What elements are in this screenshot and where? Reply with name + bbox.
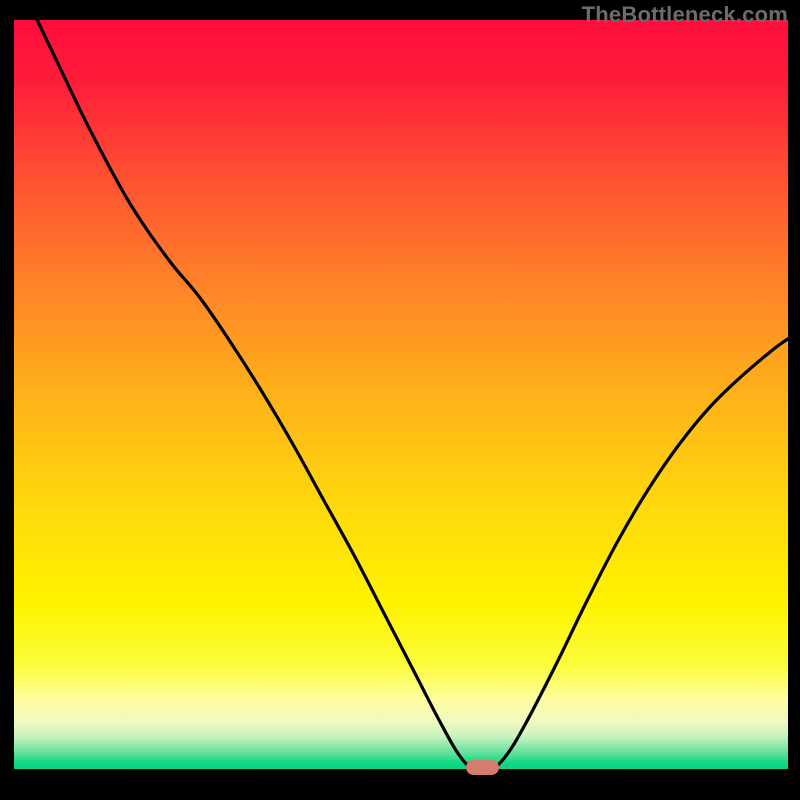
bottleneck-curve — [14, 20, 788, 770]
plot-area — [14, 0, 788, 770]
curve-path — [37, 20, 788, 770]
chart-frame — [14, 0, 788, 788]
optimal-marker — [466, 760, 499, 775]
watermark-text: TheBottleneck.com — [582, 2, 788, 28]
